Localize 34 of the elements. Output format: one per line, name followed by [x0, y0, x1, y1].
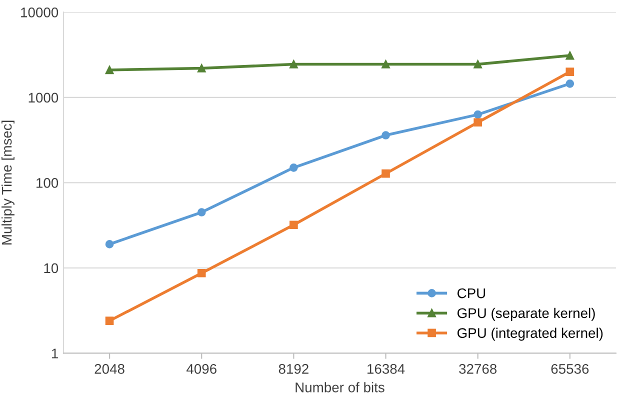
point [290, 220, 298, 230]
y-tick-label: 1 [52, 348, 58, 358]
x-axis-title: Number of bits [296, 382, 384, 392]
y-tick-label: 10000 [21, 8, 58, 18]
point [474, 118, 482, 127]
point [566, 80, 574, 88]
point [105, 316, 114, 325]
point [382, 169, 390, 178]
point [566, 68, 574, 76]
point [197, 268, 206, 278]
y-tick-label: 10 [44, 263, 58, 274]
legend-label: GPU (integrated kernel) [457, 328, 603, 341]
legend-label: GPU (separate kernel) [457, 308, 595, 321]
point [105, 240, 114, 248]
point [197, 64, 206, 72]
point [382, 131, 390, 140]
point [290, 60, 298, 68]
x-tick-label: 2048 [94, 364, 124, 374]
point [105, 66, 114, 74]
point [290, 164, 298, 172]
x-tick-label: 4096 [186, 364, 216, 374]
point [566, 51, 574, 60]
point [382, 60, 390, 68]
legend-label: CPU [457, 288, 486, 298]
x-tick-label: 8192 [278, 364, 308, 374]
x-tick-label: 32768 [459, 364, 497, 374]
point [474, 110, 482, 119]
x-tick-label: 16384 [368, 364, 405, 374]
x-tick-label: 65536 [551, 364, 589, 374]
point [474, 60, 482, 68]
y-axis-title: Multiply Time [msec] [2, 120, 14, 244]
y-tick-label: 1000 [28, 92, 58, 103]
y-tick-label: 100 [36, 178, 58, 188]
point [197, 208, 206, 216]
